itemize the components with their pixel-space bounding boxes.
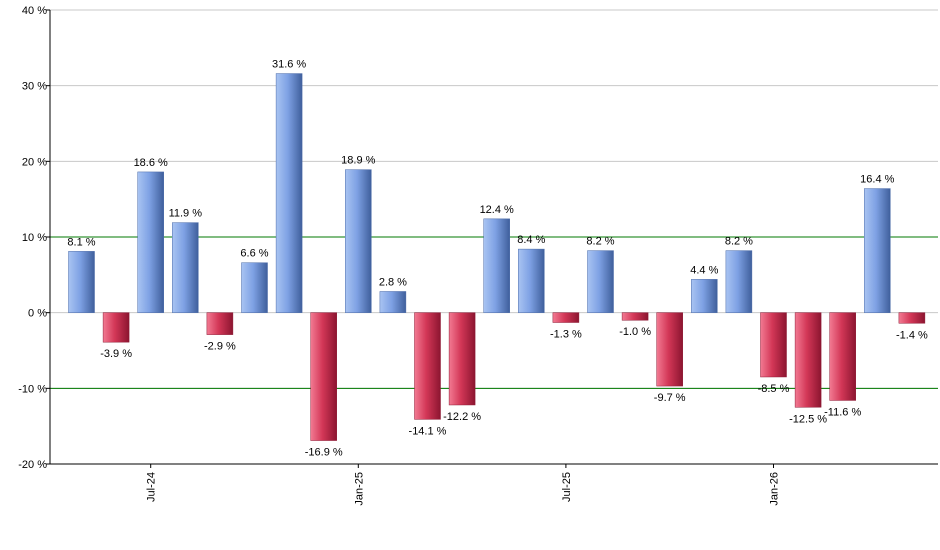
bar bbox=[206, 312, 234, 335]
bar bbox=[691, 279, 718, 313]
bar bbox=[621, 312, 649, 321]
bar bbox=[137, 171, 164, 313]
data-labels: 8.1 % -3.9 % 18.6 % 11.9 % -2.9 % 6.6 % 31.6 %… bbox=[67, 59, 928, 459]
data-label: 18.9 % bbox=[341, 155, 375, 167]
bar bbox=[379, 291, 407, 313]
x-tick-label: Jul-25 bbox=[561, 472, 573, 502]
data-label: -1.4 % bbox=[896, 329, 928, 341]
bar bbox=[864, 188, 891, 313]
data-label: 16.4 % bbox=[860, 174, 894, 186]
data-label: 6.6 % bbox=[240, 248, 268, 260]
y-tick-label: 30 % bbox=[22, 81, 47, 93]
data-label: -16.9 % bbox=[305, 447, 343, 459]
bar bbox=[725, 250, 753, 313]
bars bbox=[68, 73, 926, 441]
bar bbox=[102, 312, 130, 343]
data-label: -14.1 % bbox=[409, 425, 447, 437]
bar bbox=[310, 312, 337, 441]
y-tick-label: 20 % bbox=[22, 156, 47, 168]
bar bbox=[656, 312, 683, 387]
data-label: 11.9 % bbox=[169, 208, 203, 220]
data-label: -8.5 % bbox=[758, 383, 790, 395]
data-label: -2.9 % bbox=[204, 341, 236, 353]
y-tick-label: 10 % bbox=[22, 232, 47, 244]
y-axis-ticks: -20 % -10 % 0 % 10 % 20 % 30 % 40 % bbox=[18, 5, 50, 471]
data-label: -12.2 % bbox=[443, 411, 481, 423]
data-label: -3.9 % bbox=[100, 348, 132, 360]
data-label: 8.1 % bbox=[67, 236, 95, 248]
y-tick-label: 40 % bbox=[22, 5, 47, 17]
bar bbox=[483, 218, 510, 313]
data-label: -9.7 % bbox=[654, 392, 686, 404]
y-tick-label: 0 % bbox=[28, 308, 47, 320]
data-label: 8.2 % bbox=[725, 236, 753, 248]
x-tick-label: Jan-25 bbox=[353, 472, 365, 506]
data-label: 12.4 % bbox=[480, 204, 514, 216]
data-label: 4.4 % bbox=[690, 264, 718, 276]
bar bbox=[794, 312, 822, 408]
bar bbox=[552, 312, 580, 323]
bar bbox=[760, 312, 787, 378]
y-tick-label: -10 % bbox=[18, 383, 47, 395]
data-label: -12.5 % bbox=[789, 413, 827, 425]
bar bbox=[829, 312, 856, 401]
bar bbox=[448, 312, 476, 406]
bar bbox=[241, 262, 268, 313]
data-label: 2.8 % bbox=[379, 276, 407, 288]
data-label: 18.6 % bbox=[134, 157, 168, 169]
x-tick-label: Jan-26 bbox=[769, 472, 781, 506]
bar bbox=[518, 248, 545, 313]
data-label: -1.0 % bbox=[619, 326, 651, 338]
data-label: 8.4 % bbox=[517, 234, 545, 246]
data-label: 8.2 % bbox=[586, 236, 614, 248]
x-tick-label: Jul-24 bbox=[146, 472, 158, 502]
y-tick-label: -20 % bbox=[18, 459, 47, 471]
data-label: 31.6 % bbox=[272, 59, 306, 71]
bar bbox=[587, 250, 614, 313]
bar bbox=[68, 251, 95, 313]
x-axis-ticks: Jul-24 Jan-25 Jul-25 Jan-26 bbox=[146, 464, 781, 506]
data-label: -11.6 % bbox=[824, 406, 861, 418]
bar bbox=[898, 312, 926, 324]
bar bbox=[172, 222, 199, 313]
data-label: -1.3 % bbox=[550, 329, 582, 341]
bar bbox=[345, 169, 372, 313]
bar bbox=[275, 73, 303, 313]
bar bbox=[414, 312, 441, 420]
